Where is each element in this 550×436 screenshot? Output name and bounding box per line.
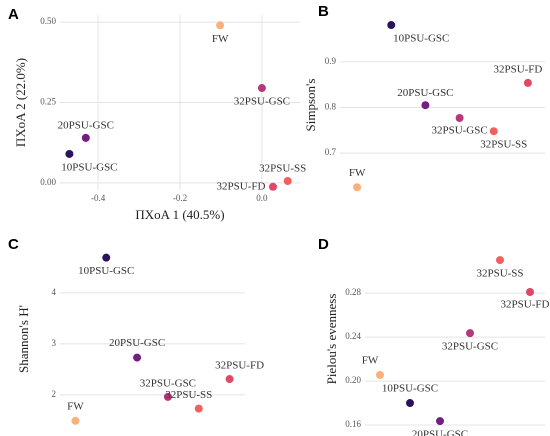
point — [376, 371, 384, 380]
point — [436, 417, 444, 426]
x-tick-label: -0.2 — [173, 193, 187, 203]
panel-label: A — [8, 6, 19, 23]
y-tick-label: 0.28 — [345, 287, 361, 297]
point — [496, 256, 504, 265]
point-label: 20PSU-GSC — [412, 429, 468, 436]
y-tick-label: 3 — [52, 338, 57, 348]
point-label: 10PSU-GSC — [382, 383, 438, 395]
point — [455, 113, 464, 122]
point — [225, 375, 234, 384]
point-label: 32PSU-FD — [501, 299, 550, 311]
point-label: 10PSU-GSC — [61, 162, 117, 174]
y-tick-label: 0.00 — [40, 177, 56, 187]
y-tick-label: 0.8 — [325, 102, 337, 112]
point-label: 32PSU-GSC — [140, 377, 196, 389]
point-label: 32PSU-SS — [259, 163, 306, 175]
point-label: FW — [67, 400, 84, 412]
point-label: 32PSU-FD — [493, 63, 542, 75]
y-tick-label: 2 — [52, 389, 57, 399]
y-axis-label: Simpson's — [303, 79, 318, 132]
point-label: FW — [212, 33, 229, 45]
point-label: FW — [362, 355, 379, 367]
point — [102, 253, 111, 262]
y-tick-label: 0.25 — [40, 97, 56, 107]
point-label: 32PSU-GSC — [442, 341, 498, 353]
y-tick-label: 0.50 — [40, 16, 56, 26]
point — [71, 416, 80, 425]
point — [406, 399, 414, 408]
y-tick-label: 4 — [52, 287, 57, 297]
point-label: 32PSU-FD — [215, 360, 264, 372]
point-label: 10PSU-GSC — [78, 265, 134, 277]
point — [387, 21, 396, 30]
point-label: 32PSU-FD — [217, 180, 266, 192]
panel-label: D — [318, 236, 329, 253]
point-label: 20PSU-GSC — [397, 87, 453, 99]
point-label: 32PSU-SS — [480, 139, 527, 151]
point-label: 10PSU-GSC — [393, 33, 449, 45]
point — [526, 287, 534, 296]
point-label: FW — [349, 167, 366, 179]
point — [65, 149, 74, 158]
point — [353, 183, 362, 192]
y-axis-label: Shannon's H' — [16, 305, 31, 373]
y-tick-label: 0.9 — [325, 56, 337, 66]
y-axis-label: Pielou's evenness — [324, 294, 339, 385]
y-tick-label: 0.7 — [325, 147, 337, 157]
point — [489, 127, 498, 136]
point — [268, 182, 277, 191]
y-tick-label: 0.20 — [345, 375, 361, 385]
y-tick-label: 0.24 — [345, 331, 361, 341]
point-label: 32PSU-SS — [476, 268, 523, 280]
point — [523, 78, 532, 87]
y-tick-label: 0.16 — [345, 419, 361, 429]
point — [216, 21, 225, 30]
panel-label: B — [318, 3, 329, 20]
x-tick-label: 0.0 — [256, 193, 268, 203]
point-label: 20PSU-GSC — [58, 119, 114, 131]
panel-label: C — [8, 236, 19, 253]
point — [133, 353, 142, 362]
point — [421, 101, 430, 110]
x-tick-label: -0.4 — [91, 193, 106, 203]
point — [81, 133, 90, 142]
x-axis-label: ΠΧοΑ 1 (40.5%) — [135, 207, 224, 222]
point — [163, 392, 172, 401]
point — [194, 404, 203, 413]
point-label: 32PSU-GSC — [431, 125, 487, 137]
point-label: 32PSU-GSC — [234, 96, 290, 108]
y-axis-label: ΠΧοΑ 2 (22.0%) — [13, 58, 28, 147]
point — [466, 329, 474, 338]
point — [283, 176, 292, 185]
point-label: 32PSU-SS — [165, 389, 212, 401]
point — [257, 84, 266, 93]
point-label: 20PSU-GSC — [109, 337, 165, 349]
